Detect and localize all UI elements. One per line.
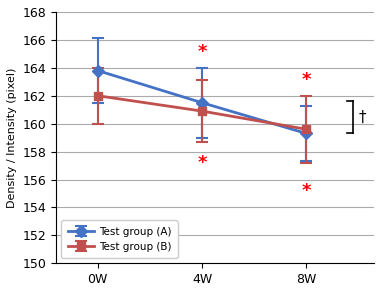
Legend: Test group (A), Test group (B): Test group (A), Test group (B) [61,220,178,258]
Text: *: * [301,71,311,89]
Y-axis label: Density / Intensity (pixel): Density / Intensity (pixel) [7,67,17,208]
Text: *: * [301,182,311,200]
Text: *: * [197,154,207,172]
Text: †: † [359,110,366,125]
Text: *: * [197,43,207,61]
